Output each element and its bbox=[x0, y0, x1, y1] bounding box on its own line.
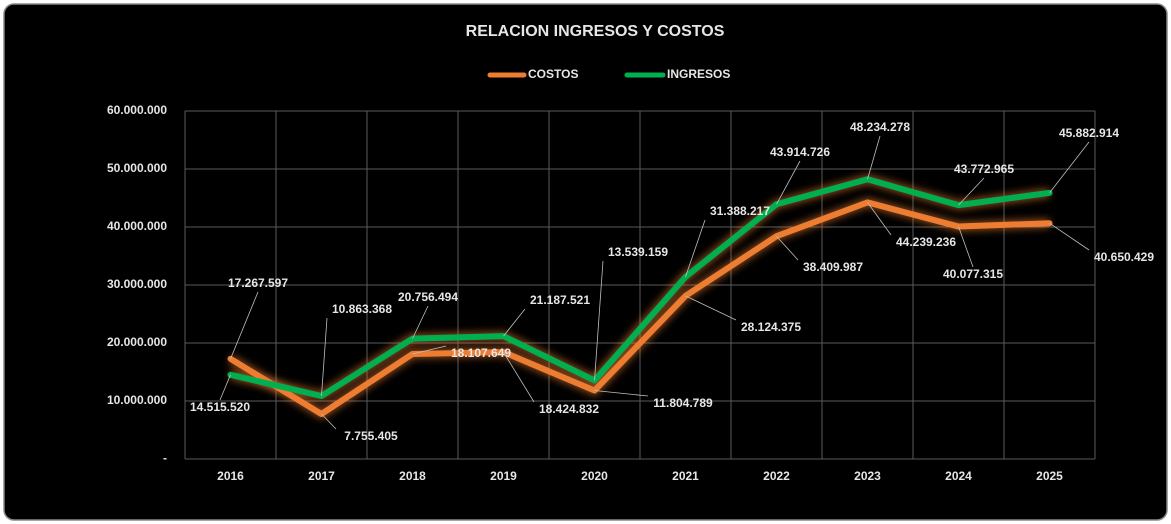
leader-line bbox=[230, 291, 259, 360]
legend-label: COSTOS bbox=[528, 67, 578, 81]
series-line bbox=[227, 176, 1053, 399]
leader-line bbox=[1049, 141, 1090, 194]
data-label: 14.515.520 bbox=[190, 400, 250, 414]
data-label: 31.388.217 bbox=[710, 204, 770, 218]
leader-line bbox=[503, 351, 535, 403]
leader-line bbox=[412, 345, 447, 355]
data-label: 40.077.315 bbox=[943, 267, 1003, 281]
x-tick-label: 2016 bbox=[217, 469, 244, 483]
leader-line bbox=[594, 260, 604, 381]
leader-line bbox=[321, 413, 337, 430]
leader-line bbox=[867, 202, 892, 236]
leader-line bbox=[219, 374, 231, 401]
x-tick-label: 2024 bbox=[945, 469, 972, 483]
data-label: 40.650.429 bbox=[1094, 250, 1154, 264]
leader-line bbox=[412, 305, 429, 339]
data-label: 11.804.789 bbox=[653, 396, 713, 410]
leader-line bbox=[958, 177, 985, 206]
data-label: 7.755.405 bbox=[344, 429, 398, 443]
x-tick-label: 2019 bbox=[490, 469, 517, 483]
x-tick-label: 2018 bbox=[399, 469, 426, 483]
y-tick-label: 30.000.000 bbox=[107, 277, 167, 291]
leader-line bbox=[776, 160, 801, 205]
leader-line bbox=[685, 219, 706, 278]
y-tick-label: 50.000.000 bbox=[107, 161, 167, 175]
x-tick-label: 2017 bbox=[308, 469, 335, 483]
leader-line bbox=[958, 226, 974, 268]
leader-line bbox=[503, 308, 526, 337]
x-tick-label: 2020 bbox=[581, 469, 608, 483]
y-tick-label: 20.000.000 bbox=[107, 335, 167, 349]
leader-line bbox=[594, 390, 649, 397]
x-tick-label: 2023 bbox=[854, 469, 881, 483]
data-label: 45.882.914 bbox=[1059, 126, 1119, 140]
y-tick-label: 60.000.000 bbox=[107, 103, 167, 117]
y-tick-label: 40.000.000 bbox=[107, 219, 167, 233]
leader-line bbox=[776, 235, 799, 261]
data-label: 21.187.521 bbox=[530, 293, 590, 307]
data-label: 28.124.375 bbox=[741, 320, 801, 334]
data-label: 18.107.649 bbox=[451, 346, 511, 360]
data-label: 13.539.159 bbox=[608, 245, 668, 259]
leader-line bbox=[321, 317, 328, 397]
data-label: 38.409.987 bbox=[803, 260, 863, 274]
data-label: 43.914.726 bbox=[770, 145, 830, 159]
x-tick-label: 2022 bbox=[763, 469, 790, 483]
data-label: 18.424.832 bbox=[539, 402, 599, 416]
leader-line bbox=[867, 135, 881, 180]
data-label: 44.239.236 bbox=[896, 235, 956, 249]
leader-line bbox=[685, 295, 737, 321]
y-tick-label: - bbox=[163, 451, 167, 465]
series-line bbox=[227, 199, 1053, 418]
data-label: 17.267.597 bbox=[228, 276, 288, 290]
leader-line bbox=[1049, 222, 1090, 251]
chart-title: RELACION INGRESOS Y COSTOS bbox=[466, 23, 725, 40]
legend-label: INGRESOS bbox=[667, 67, 730, 81]
x-tick-label: 2021 bbox=[672, 469, 699, 483]
data-label: 10.863.368 bbox=[332, 302, 392, 316]
data-label: 20.756.494 bbox=[398, 290, 458, 304]
chart-background bbox=[3, 3, 1168, 521]
data-label: 43.772.965 bbox=[954, 162, 1014, 176]
data-label: 48.234.278 bbox=[850, 120, 910, 134]
x-tick-label: 2025 bbox=[1036, 469, 1063, 483]
y-tick-label: 10.000.000 bbox=[107, 393, 167, 407]
